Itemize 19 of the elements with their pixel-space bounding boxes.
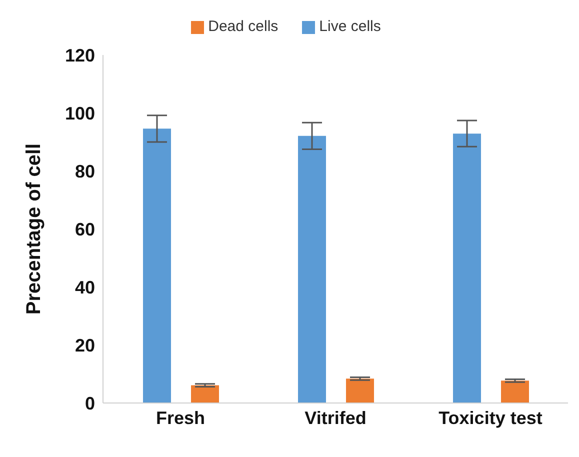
y-tick-label: 0 [84, 393, 95, 414]
x-tick-label: Toxicity test [438, 408, 542, 428]
x-tick-label: Vitrifed [304, 408, 366, 428]
legend-label: Dead cells [208, 18, 278, 35]
y-tick-label: 120 [64, 45, 95, 66]
bar [346, 378, 374, 403]
y-tick-label: 40 [74, 277, 95, 298]
y-tick-label: 80 [74, 161, 95, 182]
y-tick-label: 60 [74, 219, 95, 240]
bar [501, 380, 529, 403]
bar [191, 385, 219, 403]
bar [143, 128, 171, 403]
y-tick-label: 20 [74, 335, 95, 356]
bar [453, 134, 481, 403]
bar [298, 136, 326, 403]
y-axis-title: Precentage of cell [23, 143, 46, 315]
legend-label: Live cells [319, 18, 381, 35]
x-tick-label: Fresh [156, 408, 206, 428]
y-tick-label: 100 [64, 103, 95, 124]
